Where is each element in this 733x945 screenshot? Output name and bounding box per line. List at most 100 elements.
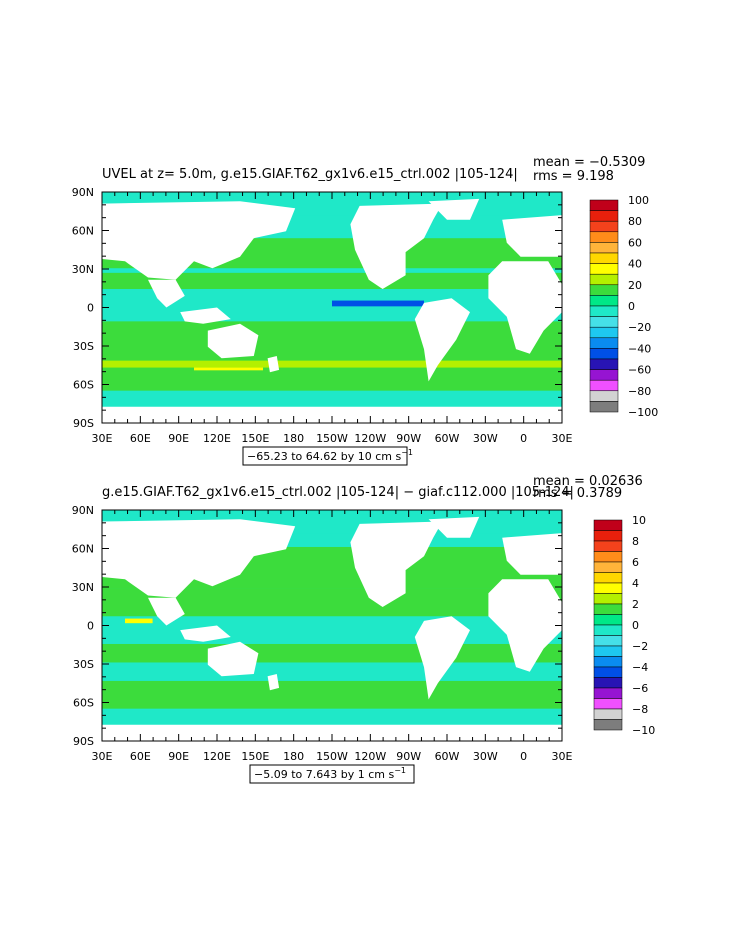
y-tick-label: 90N bbox=[72, 186, 94, 199]
x-tick-label: 30E bbox=[552, 750, 573, 763]
colorbar-swatch bbox=[593, 614, 623, 626]
land-mass bbox=[102, 519, 296, 598]
panel-2: 30E 60E 90E 120E 150E 180 150W 120W 90W 60W 30W 0 30… bbox=[72, 474, 655, 784]
colorbar-swatch bbox=[593, 551, 623, 563]
y-tick-label: 30S bbox=[73, 658, 94, 671]
x-tick-label: 150E bbox=[241, 750, 269, 763]
colorbar: 100 80 60 40 20 0 −20 −40 −60 −80 −100 bbox=[589, 194, 658, 419]
x-tick-label: 90W bbox=[396, 750, 421, 763]
y-tick-label: 0 bbox=[87, 620, 94, 633]
colorbar-label: 4 bbox=[632, 577, 639, 590]
range-note-exponent: −1 bbox=[401, 448, 413, 457]
colorbar-label: 0 bbox=[628, 300, 635, 313]
colorbar-swatch bbox=[589, 326, 619, 339]
colorbar-label: 0 bbox=[632, 619, 639, 632]
colorbar-label: 10 bbox=[632, 514, 646, 527]
y-tick-label: 30N bbox=[72, 581, 94, 594]
x-tick-label: 120W bbox=[354, 750, 386, 763]
colorbar-label: −60 bbox=[628, 364, 651, 377]
x-tick-label: 0 bbox=[520, 432, 527, 445]
x-tick-label: 90W bbox=[396, 432, 421, 445]
colorbar-swatch bbox=[593, 698, 623, 710]
current-band bbox=[102, 643, 562, 663]
panel-2-field bbox=[102, 510, 562, 741]
colorbar-swatch bbox=[593, 603, 623, 615]
range-note-box bbox=[249, 764, 415, 784]
x-tick-label: 150E bbox=[241, 432, 269, 445]
colorbar-swatch bbox=[593, 624, 623, 636]
x-tick-label: 90E bbox=[168, 432, 189, 445]
acc-core bbox=[194, 367, 263, 371]
colorbar-swatch bbox=[589, 231, 619, 243]
x-tick-label: 30E bbox=[552, 432, 573, 445]
colorbar-swatch bbox=[593, 530, 623, 542]
panel-1-field bbox=[102, 192, 562, 423]
colorbar-label: −40 bbox=[628, 342, 651, 355]
y-tick-label: 60S bbox=[73, 697, 94, 710]
land-mass bbox=[488, 261, 562, 354]
x-tick-label: 60W bbox=[435, 432, 460, 445]
colorbar-swatch bbox=[589, 337, 619, 349]
colorbar-swatch bbox=[593, 719, 623, 731]
colorbar-label: 80 bbox=[628, 215, 642, 228]
colorbar-swatch bbox=[589, 358, 619, 370]
land-mass bbox=[148, 597, 185, 626]
colorbar-swatch bbox=[589, 242, 619, 254]
range-note: −65.23 to 64.62 by 10 cm s−1 bbox=[247, 448, 413, 463]
colorbar-swatch bbox=[593, 582, 623, 594]
colorbar-label: 8 bbox=[632, 535, 639, 548]
y-tick-label: 90S bbox=[73, 735, 94, 748]
colorbar-swatch bbox=[593, 666, 623, 678]
colorbar-label: −80 bbox=[628, 385, 651, 398]
land-mass bbox=[414, 616, 470, 700]
colorbar-swatch bbox=[589, 220, 619, 233]
x-tick-label: 30W bbox=[473, 432, 498, 445]
y-tick-label: 30S bbox=[73, 340, 94, 353]
y-tick-label: 60N bbox=[72, 543, 94, 556]
colorbar-label: 40 bbox=[628, 258, 642, 271]
current-band bbox=[102, 321, 562, 340]
rms-stat: rms = 0.3789 bbox=[533, 486, 622, 501]
colorbar: 10 8 6 4 2 0 −2 −4 −6 −8 −10 bbox=[593, 514, 655, 737]
land-mass bbox=[180, 625, 231, 642]
colorbar-swatch bbox=[589, 348, 619, 360]
x-tick-label: 150W bbox=[316, 750, 348, 763]
colorbar-label: 60 bbox=[628, 236, 642, 249]
land-mass bbox=[180, 307, 231, 324]
colorbar-swatch bbox=[593, 593, 623, 605]
colorbar-label: −2 bbox=[632, 640, 648, 653]
x-tick-label: 120E bbox=[203, 750, 231, 763]
colorbar-swatch bbox=[589, 390, 619, 402]
colorbar-swatch bbox=[589, 263, 619, 275]
x-tick-label: 150W bbox=[316, 432, 348, 445]
x-tick-label: 30E bbox=[92, 750, 113, 763]
colorbar-label: −8 bbox=[632, 703, 648, 716]
x-tick-label: 120E bbox=[203, 432, 231, 445]
colorbar-swatch bbox=[589, 199, 619, 211]
colorbar-swatch bbox=[589, 210, 619, 222]
land-mass bbox=[428, 516, 480, 538]
equatorial-jet bbox=[332, 300, 424, 307]
land-mass bbox=[488, 579, 562, 672]
mean-stat: mean = 0.02636 bbox=[533, 474, 643, 489]
range-note-exponent: −1 bbox=[394, 766, 406, 775]
x-tick-label: 60E bbox=[130, 432, 151, 445]
land-mass bbox=[428, 198, 480, 220]
colorbar-swatch bbox=[589, 252, 619, 264]
colorbar-swatch bbox=[589, 284, 619, 296]
colorbar-label: −6 bbox=[632, 682, 648, 695]
colorbar-label: −20 bbox=[628, 321, 651, 334]
land-mass bbox=[502, 533, 562, 575]
colorbar-label: −100 bbox=[628, 406, 658, 419]
panel-title: g.e15.GIAF.T62_gx1v6.e15_ctrl.002 |105-1… bbox=[102, 485, 574, 500]
land-mass bbox=[267, 356, 280, 373]
colorbar-swatch bbox=[593, 656, 623, 668]
x-tick-label: 90E bbox=[168, 750, 189, 763]
range-note-box bbox=[242, 446, 408, 466]
panel-1: 30E 60E 90E 120E 150E 180 150W 120W 90W 60W 30W 0 30… bbox=[72, 155, 658, 466]
x-tick-label: 120W bbox=[354, 432, 386, 445]
land-mass bbox=[207, 641, 259, 677]
colorbar-swatch bbox=[589, 401, 619, 413]
land-mass bbox=[350, 203, 443, 289]
colorbar-swatch bbox=[593, 540, 623, 552]
